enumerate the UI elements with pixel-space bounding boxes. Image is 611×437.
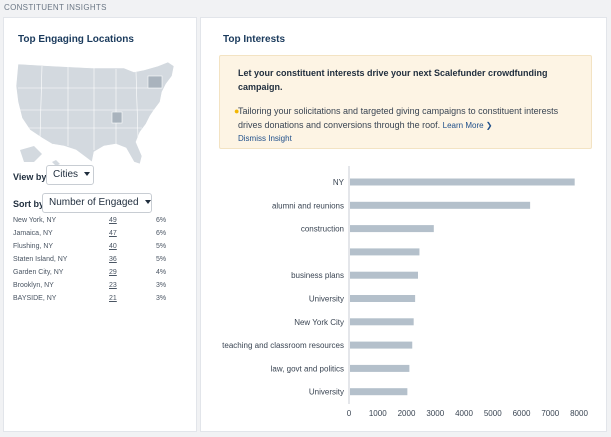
chevron-down-icon <box>144 200 151 205</box>
bar[interactable] <box>350 295 416 302</box>
x-tick-label: 4000 <box>455 409 473 418</box>
hawaii-shape <box>52 160 60 166</box>
list-item: Jamaica, NY 47 6% <box>13 230 183 243</box>
list-item: BAYSIDE, NY 21 3% <box>13 295 183 308</box>
location-name: BAYSIDE, NY <box>13 295 57 302</box>
sort-by-label: Sort by <box>13 199 45 209</box>
dismiss-insight-link[interactable]: Dismiss Insight <box>238 134 292 143</box>
learn-more-link[interactable]: Learn More ❯ <box>442 121 493 130</box>
lightbulb-icon: ● <box>234 106 240 116</box>
bar[interactable] <box>350 178 575 186</box>
list-item: Staten Island, NY 36 5% <box>13 256 183 269</box>
alaska-shape <box>20 146 42 162</box>
location-count-link[interactable]: 47 <box>109 230 117 237</box>
location-count-link[interactable]: 36 <box>109 256 117 263</box>
category-label: construction <box>301 225 344 234</box>
interests-title: Top Interests <box>223 34 286 45</box>
x-tick-label: 7000 <box>541 409 559 418</box>
location-percent: 3% <box>156 295 167 302</box>
sort-by-value: Number of Engaged <box>49 197 139 208</box>
category-label: University <box>309 295 344 304</box>
category-label: New York City <box>294 318 344 327</box>
list-item: Flushing, NY 40 5% <box>13 243 183 256</box>
location-percent: 6% <box>156 217 167 224</box>
bar[interactable] <box>350 248 420 256</box>
section-title: CONSTITUENT INSIGHTS <box>4 3 107 12</box>
location-name: Staten Island, NY <box>13 256 68 263</box>
locations-title: Top Engaging Locations <box>18 34 134 45</box>
list-item: Brooklyn, NY 23 3% <box>13 282 183 295</box>
bar[interactable] <box>350 271 418 279</box>
x-tick-label: 3000 <box>426 409 444 418</box>
location-percent: 3% <box>156 282 167 289</box>
interests-panel: Top Interests Let your constituent inter… <box>200 17 607 432</box>
location-name: New York, NY <box>13 217 57 224</box>
bar[interactable] <box>350 225 434 233</box>
location-name: Brooklyn, NY <box>13 282 54 289</box>
list-item: Garden City, NY 29 4% <box>13 269 183 282</box>
chevron-down-icon <box>84 172 91 177</box>
highlight-state-ar <box>111 111 123 124</box>
location-name: Jamaica, NY <box>13 230 53 237</box>
location-count-link[interactable]: 40 <box>109 243 117 250</box>
insight-body: Tailoring your solicitations and targete… <box>238 104 583 133</box>
location-count-link[interactable]: 23 <box>109 282 117 289</box>
location-name: Garden City, NY <box>13 269 64 276</box>
insight-body-text: Tailoring your solicitations and targete… <box>238 106 559 130</box>
locations-panel: Top Engaging Locations View by Cities So… <box>3 17 197 432</box>
category-label: NY <box>333 178 345 187</box>
view-by-dropdown[interactable]: Cities <box>46 165 94 185</box>
category-label: law, govt and politics <box>271 364 344 373</box>
location-percent: 5% <box>156 256 167 263</box>
interests-bar-chart: NY alumni and reunions construction busines… <box>222 166 588 418</box>
bar[interactable] <box>350 201 531 209</box>
bar[interactable] <box>350 388 408 396</box>
us-mainland-shape <box>15 61 175 165</box>
category-label: alumni and reunions <box>272 201 344 210</box>
category-label: University <box>309 388 344 397</box>
x-tick-label: 2000 <box>398 409 416 418</box>
category-label: business plans <box>291 271 344 280</box>
bar[interactable] <box>350 318 414 326</box>
location-count-link[interactable]: 49 <box>109 217 117 224</box>
list-item: New York, NY 49 6% <box>13 217 183 230</box>
location-name: Flushing, NY <box>13 243 54 250</box>
x-tick-label: 1000 <box>369 409 387 418</box>
sort-by-dropdown[interactable]: Number of Engaged <box>42 193 152 213</box>
bar[interactable] <box>350 364 410 372</box>
location-percent: 4% <box>156 269 167 276</box>
bar[interactable] <box>350 341 413 349</box>
location-count-link[interactable]: 29 <box>109 269 117 276</box>
x-tick-label: 8000 <box>570 409 588 418</box>
view-by-value: Cities <box>53 169 79 180</box>
x-tick-label: 5000 <box>484 409 502 418</box>
learn-more-label: Learn More <box>442 121 484 130</box>
location-percent: 5% <box>156 243 167 250</box>
location-percent: 6% <box>156 230 167 237</box>
location-count-link[interactable]: 21 <box>109 295 117 302</box>
category-label: teaching and classroom resources <box>222 341 344 350</box>
highlight-state-ny <box>147 75 163 89</box>
x-tick-label: 0 <box>347 409 352 418</box>
view-by-label: View by <box>13 172 47 182</box>
x-tick-label: 6000 <box>513 409 531 418</box>
insight-card: Let your constituent interests drive you… <box>219 55 592 149</box>
insight-headline: Let your constituent interests drive you… <box>238 68 548 92</box>
us-map <box>15 61 175 166</box>
